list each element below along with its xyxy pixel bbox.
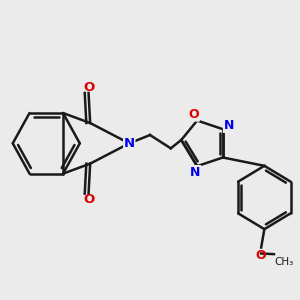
Text: CH₃: CH₃	[274, 257, 294, 268]
Text: O: O	[189, 108, 199, 121]
Text: N: N	[190, 166, 201, 178]
Text: O: O	[83, 193, 94, 206]
Text: N: N	[224, 119, 234, 132]
Text: O: O	[83, 80, 94, 94]
Text: O: O	[256, 249, 266, 262]
Text: N: N	[124, 137, 135, 150]
